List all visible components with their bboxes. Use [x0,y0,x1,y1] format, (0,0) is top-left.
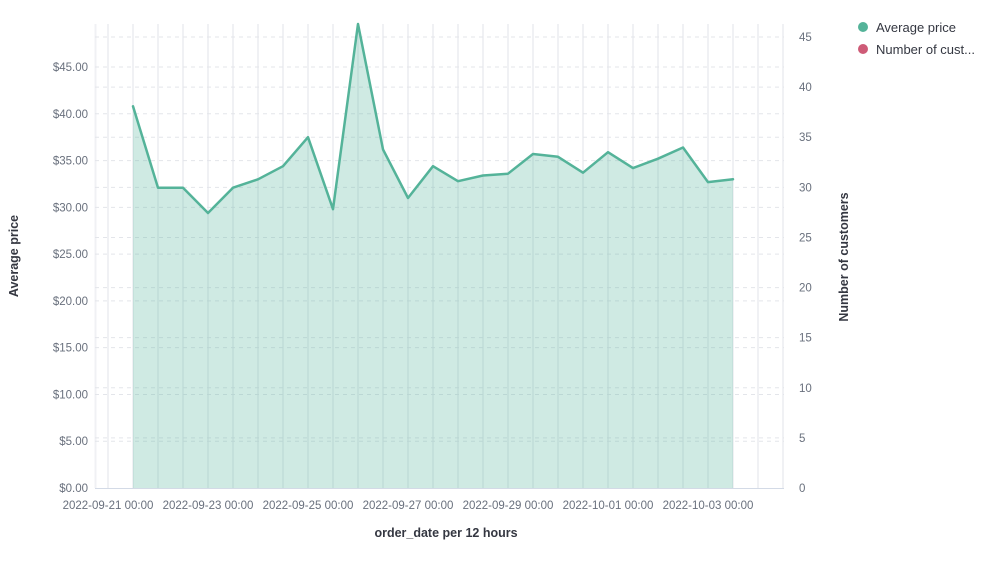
x-tick-label: 2022-09-27 00:00 [363,500,454,512]
y-right-tick-label: 10 [799,383,812,395]
x-tick-label: 2022-09-29 00:00 [463,500,554,512]
x-tick-label: 2022-09-21 00:00 [63,500,154,512]
y-right-tick-label: 25 [799,232,812,244]
y-left-tick-label: $30.00 [53,202,88,214]
y-right-tick-label: 15 [799,333,812,345]
y-right-tick-label: 5 [799,433,805,445]
y-right-tick-label: 20 [799,283,812,295]
y-left-tick-label: $35.00 [53,156,88,168]
y-right-tick-label: 0 [799,483,805,495]
x-tick-label: 2022-10-03 00:00 [663,500,754,512]
y-left-tick-label: $25.00 [53,249,88,261]
legend-label: Number of cust... [876,41,975,57]
y-left-tick-label: $15.00 [53,343,88,355]
legend: Average price Number of cust... [858,16,975,60]
x-tick-label: 2022-09-25 00:00 [263,500,354,512]
x-tick-label: 2022-10-01 00:00 [563,500,654,512]
y-left-tick-label: $0.00 [59,483,88,495]
y-right-tick-label: 35 [799,132,812,144]
legend-marker-icon [858,22,868,32]
y-right-tick-label: 40 [799,82,812,94]
legend-item-number-of-customers[interactable]: Number of cust... [858,38,975,60]
legend-marker-icon [858,44,868,54]
y-right-tick-label: 30 [799,182,812,194]
y-left-tick-label: $45.00 [53,62,88,74]
y-axis-title-left: Average price [7,214,21,298]
area-fill [133,24,733,488]
x-tick-label: 2022-09-23 00:00 [163,500,254,512]
y-left-tick-label: $20.00 [53,296,88,308]
y-right-tick-label: 45 [799,32,812,44]
legend-item-average-price[interactable]: Average price [858,16,975,38]
y-left-tick-label: $10.00 [53,389,88,401]
area-line [131,22,735,215]
y-left-tick-label: $40.00 [53,109,88,121]
legend-label: Average price [876,19,956,35]
y-left-tick-label: $5.00 [59,436,88,448]
y-axis-title-right: Number of customers [837,192,851,322]
x-axis-title: order_date per 12 hours [374,526,518,540]
